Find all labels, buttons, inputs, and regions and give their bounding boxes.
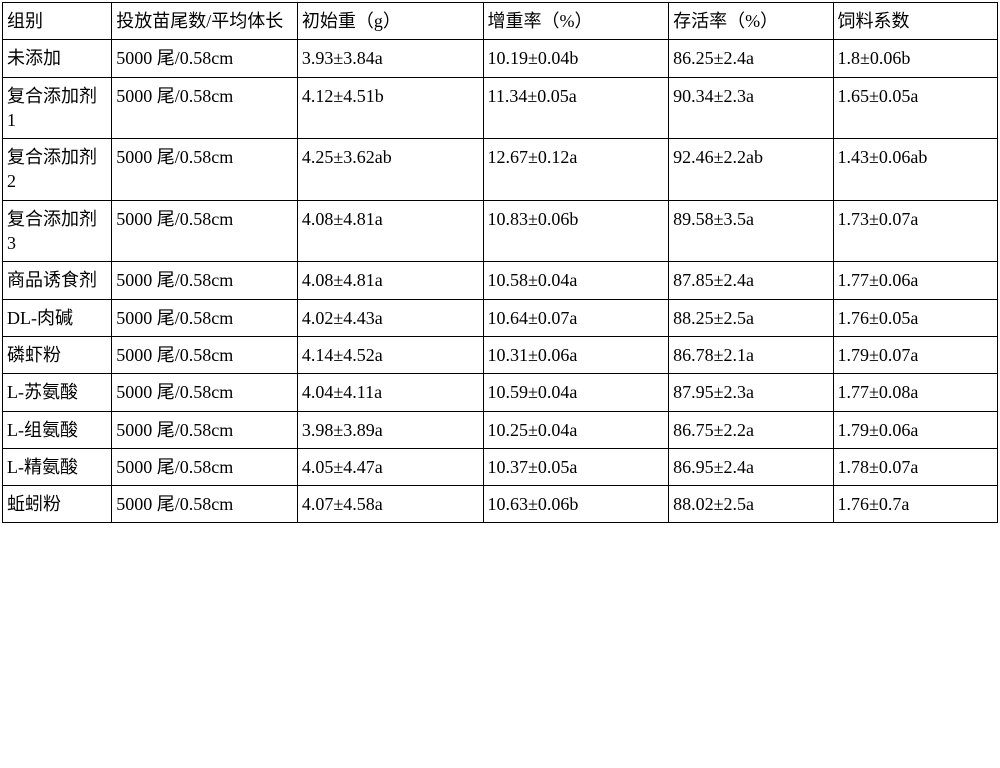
- col-header: 存活率（%）: [669, 3, 833, 40]
- table-row: 复合添加剂 2 5000 尾/0.58cm 4.25±3.62ab 12.67±…: [3, 139, 998, 201]
- cell: 10.19±0.04b: [483, 40, 669, 77]
- cell: 5000 尾/0.58cm: [112, 336, 298, 373]
- cell: 磷虾粉: [3, 336, 112, 373]
- col-header: 增重率（%）: [483, 3, 669, 40]
- cell: 3.93±3.84a: [297, 40, 483, 77]
- col-header: 投放苗尾数/平均体长: [112, 3, 298, 40]
- data-table: 组别 投放苗尾数/平均体长 初始重（g） 增重率（%） 存活率（%） 饲料系数 …: [2, 2, 998, 523]
- cell: 商品诱食剂: [3, 262, 112, 299]
- cell: 88.02±2.5a: [669, 486, 833, 523]
- cell: 1.78±0.07a: [833, 448, 997, 485]
- table-row: 磷虾粉 5000 尾/0.58cm 4.14±4.52a 10.31±0.06a…: [3, 336, 998, 373]
- col-header: 组别: [3, 3, 112, 40]
- cell: 86.75±2.2a: [669, 411, 833, 448]
- table-row: DL-肉碱 5000 尾/0.58cm 4.02±4.43a 10.64±0.0…: [3, 299, 998, 336]
- cell: 未添加: [3, 40, 112, 77]
- table-row: L-苏氨酸 5000 尾/0.58cm 4.04±4.11a 10.59±0.0…: [3, 374, 998, 411]
- cell: 1.8±0.06b: [833, 40, 997, 77]
- cell: 复合添加剂 2: [3, 139, 112, 201]
- cell: 1.76±0.05a: [833, 299, 997, 336]
- table-header-row: 组别 投放苗尾数/平均体长 初始重（g） 增重率（%） 存活率（%） 饲料系数: [3, 3, 998, 40]
- cell: 5000 尾/0.58cm: [112, 411, 298, 448]
- cell: L-精氨酸: [3, 448, 112, 485]
- cell: L-组氨酸: [3, 411, 112, 448]
- cell: 87.95±2.3a: [669, 374, 833, 411]
- cell: 11.34±0.05a: [483, 77, 669, 139]
- cell: 5000 尾/0.58cm: [112, 486, 298, 523]
- cell: 1.77±0.06a: [833, 262, 997, 299]
- cell: 5000 尾/0.58cm: [112, 448, 298, 485]
- cell: 10.37±0.05a: [483, 448, 669, 485]
- cell: 4.08±4.81a: [297, 200, 483, 262]
- cell: 88.25±2.5a: [669, 299, 833, 336]
- cell: 1.43±0.06ab: [833, 139, 997, 201]
- col-header: 初始重（g）: [297, 3, 483, 40]
- cell: 10.58±0.04a: [483, 262, 669, 299]
- table-row: 未添加 5000 尾/0.58cm 3.93±3.84a 10.19±0.04b…: [3, 40, 998, 77]
- cell: 复合添加剂 3: [3, 200, 112, 262]
- cell: 4.12±4.51b: [297, 77, 483, 139]
- cell: 1.79±0.07a: [833, 336, 997, 373]
- cell: 4.07±4.58a: [297, 486, 483, 523]
- cell: 4.02±4.43a: [297, 299, 483, 336]
- cell: 86.95±2.4a: [669, 448, 833, 485]
- cell: 10.59±0.04a: [483, 374, 669, 411]
- cell: 5000 尾/0.58cm: [112, 262, 298, 299]
- cell: 1.77±0.08a: [833, 374, 997, 411]
- cell: 92.46±2.2ab: [669, 139, 833, 201]
- cell: 10.25±0.04a: [483, 411, 669, 448]
- cell: 10.31±0.06a: [483, 336, 669, 373]
- cell: 4.04±4.11a: [297, 374, 483, 411]
- table-row: L-组氨酸 5000 尾/0.58cm 3.98±3.89a 10.25±0.0…: [3, 411, 998, 448]
- cell: 3.98±3.89a: [297, 411, 483, 448]
- cell: 5000 尾/0.58cm: [112, 374, 298, 411]
- cell: 10.64±0.07a: [483, 299, 669, 336]
- table-body: 未添加 5000 尾/0.58cm 3.93±3.84a 10.19±0.04b…: [3, 40, 998, 523]
- cell: 4.14±4.52a: [297, 336, 483, 373]
- cell: 10.63±0.06b: [483, 486, 669, 523]
- table-row: 复合添加剂 1 5000 尾/0.58cm 4.12±4.51b 11.34±0…: [3, 77, 998, 139]
- cell: 86.25±2.4a: [669, 40, 833, 77]
- cell: 1.79±0.06a: [833, 411, 997, 448]
- cell: 10.83±0.06b: [483, 200, 669, 262]
- cell: 12.67±0.12a: [483, 139, 669, 201]
- cell: 蚯蚓粉: [3, 486, 112, 523]
- cell: 4.08±4.81a: [297, 262, 483, 299]
- cell: 4.05±4.47a: [297, 448, 483, 485]
- cell: 1.73±0.07a: [833, 200, 997, 262]
- cell: 89.58±3.5a: [669, 200, 833, 262]
- cell: 5000 尾/0.58cm: [112, 299, 298, 336]
- col-header: 饲料系数: [833, 3, 997, 40]
- cell: 4.25±3.62ab: [297, 139, 483, 201]
- cell: 5000 尾/0.58cm: [112, 40, 298, 77]
- table-row: 商品诱食剂 5000 尾/0.58cm 4.08±4.81a 10.58±0.0…: [3, 262, 998, 299]
- cell: 复合添加剂 1: [3, 77, 112, 139]
- cell: DL-肉碱: [3, 299, 112, 336]
- cell: 1.65±0.05a: [833, 77, 997, 139]
- cell: 5000 尾/0.58cm: [112, 139, 298, 201]
- cell: 87.85±2.4a: [669, 262, 833, 299]
- table-row: 蚯蚓粉 5000 尾/0.58cm 4.07±4.58a 10.63±0.06b…: [3, 486, 998, 523]
- cell: 5000 尾/0.58cm: [112, 77, 298, 139]
- cell: L-苏氨酸: [3, 374, 112, 411]
- cell: 5000 尾/0.58cm: [112, 200, 298, 262]
- cell: 86.78±2.1a: [669, 336, 833, 373]
- cell: 90.34±2.3a: [669, 77, 833, 139]
- table-row: L-精氨酸 5000 尾/0.58cm 4.05±4.47a 10.37±0.0…: [3, 448, 998, 485]
- table-row: 复合添加剂 3 5000 尾/0.58cm 4.08±4.81a 10.83±0…: [3, 200, 998, 262]
- cell: 1.76±0.7a: [833, 486, 997, 523]
